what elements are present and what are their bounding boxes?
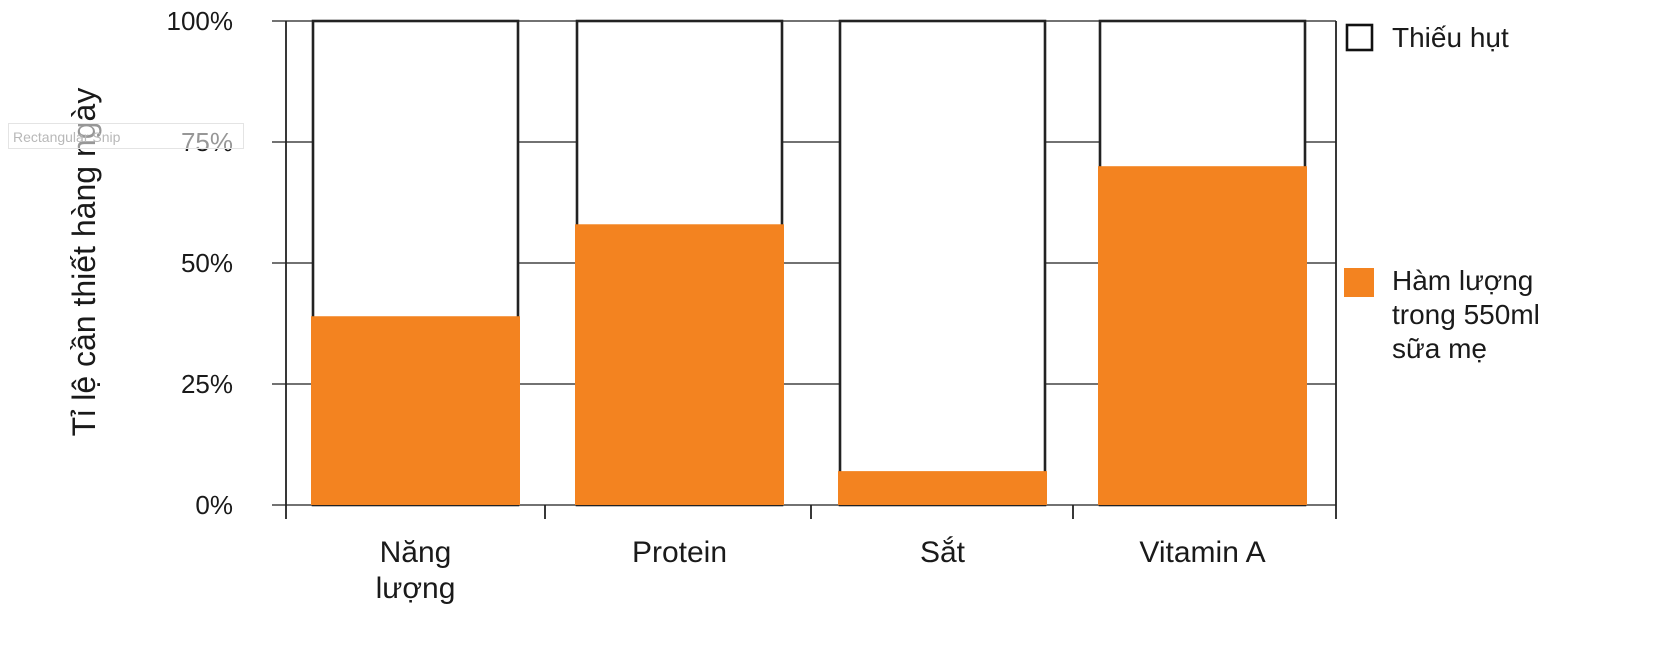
- y-tick-labels: 0%25%50%75%100%: [167, 6, 234, 520]
- legend-swatch-content: [1344, 268, 1374, 297]
- legend-swatch-deficit: [1345, 23, 1374, 52]
- legend-label-deficit: Thiếu hụt: [1392, 22, 1509, 53]
- bar-content-1: [575, 224, 784, 505]
- bar-content-3: [1098, 166, 1307, 505]
- category-label: Sắt: [920, 536, 966, 569]
- rectangular-snip-overlay: Rectangular Snip: [8, 123, 244, 149]
- category-labels: Năng lượng Protein Sắt Vitamin A: [376, 536, 1266, 605]
- bars: [311, 19, 1307, 507]
- axes: [285, 21, 1337, 519]
- y-tick-label: 25%: [181, 369, 233, 399]
- category-label: Vitamin A: [1139, 536, 1265, 569]
- y-tick-label: 50%: [181, 248, 233, 278]
- legend: Thiếu hụt Hàm lượng trong 550ml sữa mẹ: [1344, 22, 1540, 364]
- y-tick-label: 100%: [167, 6, 234, 36]
- y-tick-label: 0%: [195, 490, 233, 520]
- category-label: Năng lượng: [376, 536, 456, 605]
- category-label: Protein: [632, 536, 727, 569]
- bar-deficit-2: [838, 19, 1047, 507]
- bar-content-2: [838, 471, 1047, 505]
- legend-label-content: Hàm lượng trong 550ml sữa mẹ: [1392, 265, 1540, 364]
- bar-content-0: [311, 316, 520, 505]
